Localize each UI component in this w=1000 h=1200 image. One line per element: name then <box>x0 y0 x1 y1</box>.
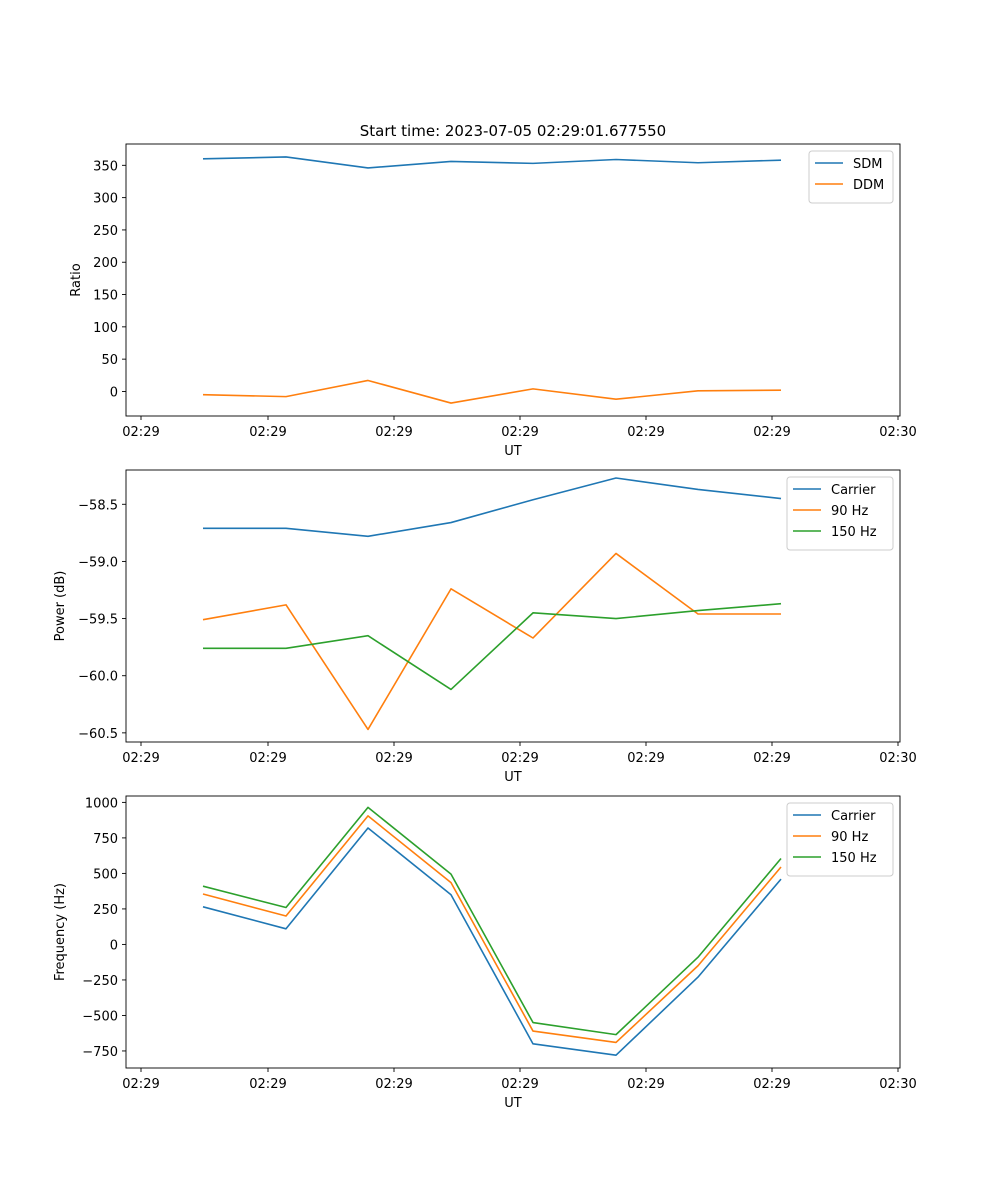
x-tick-label: 02:29 <box>753 751 790 766</box>
x-tick-label: 02:29 <box>501 425 538 440</box>
legend-label: DDM <box>853 178 884 193</box>
y-tick-label: 250 <box>93 903 118 918</box>
x-tick-label: 02:29 <box>375 1077 412 1092</box>
y-tick-label: 50 <box>101 353 118 368</box>
x-tick-label: 02:30 <box>879 1077 916 1092</box>
x-axis-label: UT <box>504 1096 522 1111</box>
subplot-0: 02:29 02:29 02:29 02:29 02:29 02:29 02:30 0 50 10… <box>69 143 917 459</box>
y-tick-label: 150 <box>93 289 118 304</box>
x-axis-label: UT <box>504 770 522 785</box>
y-tick-label: −58.5 <box>78 498 118 513</box>
x-tick-label: 02:29 <box>627 425 664 440</box>
legend: SDM DDM <box>808 150 894 204</box>
x-tick-label: 02:29 <box>249 425 286 440</box>
x-axis-label: UT <box>504 444 522 459</box>
legend-label: Carrier <box>831 809 876 824</box>
x-tick-label: 02:29 <box>122 425 159 440</box>
subplot-1: 02:29 02:29 02:29 02:29 02:29 02:29 02:30 −60.5… <box>53 469 917 785</box>
x-tick-label: 02:29 <box>627 751 664 766</box>
x-tick-label: 02:29 <box>249 751 286 766</box>
chart-title: Start time: 2023-07-05 02:29:01.677550 <box>360 122 666 140</box>
subplot-2: 02:29 02:29 02:29 02:29 02:29 02:29 02:30 −750 −… <box>53 795 917 1111</box>
y-tick-label: −500 <box>82 1009 118 1024</box>
x-tick-label: 02:29 <box>501 751 538 766</box>
legend: Carrier 90 Hz 150 Hz <box>786 802 894 877</box>
y-tick-label: −60.0 <box>78 670 118 685</box>
plot-frame <box>125 143 901 417</box>
x-tick-label: 02:29 <box>122 1077 159 1092</box>
series-line-150-hz <box>202 806 782 1036</box>
series-line-carrier <box>203 477 782 538</box>
x-tick-label: 02:29 <box>753 1077 790 1092</box>
legend-label: 90 Hz <box>831 830 868 845</box>
series-line-ddm <box>202 379 782 404</box>
x-tick-label: 02:30 <box>879 425 916 440</box>
y-tick-label: 250 <box>93 224 118 239</box>
series-line-90-hz <box>202 815 782 1044</box>
series-line-90-hz <box>202 552 781 731</box>
x-tick-label: 02:30 <box>879 751 916 766</box>
series-line-150-hz <box>203 602 782 691</box>
y-axis-label: Ratio <box>69 263 84 296</box>
legend-label: 150 Hz <box>831 525 877 540</box>
x-tick-label: 02:29 <box>753 425 790 440</box>
y-tick-label: 0 <box>110 385 118 400</box>
y-tick-label: 100 <box>93 321 118 336</box>
x-tick-label: 02:29 <box>122 751 159 766</box>
y-tick-label: −60.5 <box>78 727 118 742</box>
y-tick-label: 500 <box>93 867 118 882</box>
x-tick-label: 02:29 <box>375 751 412 766</box>
x-tick-label: 02:29 <box>627 1077 664 1092</box>
legend-label: Carrier <box>831 483 876 498</box>
y-tick-label: 200 <box>93 256 118 271</box>
plot-frame <box>125 469 901 743</box>
y-tick-label: 350 <box>93 159 118 174</box>
legend-box <box>808 150 894 204</box>
x-tick-label: 02:29 <box>501 1077 538 1092</box>
series-line-carrier <box>202 827 782 1057</box>
y-tick-label: 1000 <box>85 796 118 811</box>
y-tick-label: −250 <box>82 974 118 989</box>
legend-label: 90 Hz <box>831 504 868 519</box>
legend: Carrier 90 Hz 150 Hz <box>786 476 894 551</box>
x-tick-label: 02:29 <box>249 1077 286 1092</box>
series-line-sdm <box>202 156 782 169</box>
y-tick-label: 300 <box>93 192 118 207</box>
y-axis-label: Frequency (Hz) <box>53 883 68 981</box>
plots: 02:29 02:29 02:29 02:29 02:29 02:29 02:30 0 50 10… <box>53 143 917 1111</box>
y-tick-label: −59.5 <box>78 613 118 628</box>
y-tick-label: −59.0 <box>78 555 118 570</box>
legend-label: SDM <box>853 157 882 172</box>
y-axis-label: Power (dB) <box>53 571 68 642</box>
y-tick-label: −750 <box>82 1045 118 1060</box>
y-tick-label: 750 <box>93 832 118 847</box>
legend-label: 150 Hz <box>831 851 877 866</box>
y-tick-label: 0 <box>110 938 118 953</box>
plot-frame <box>125 795 901 1069</box>
x-tick-label: 02:29 <box>375 425 412 440</box>
